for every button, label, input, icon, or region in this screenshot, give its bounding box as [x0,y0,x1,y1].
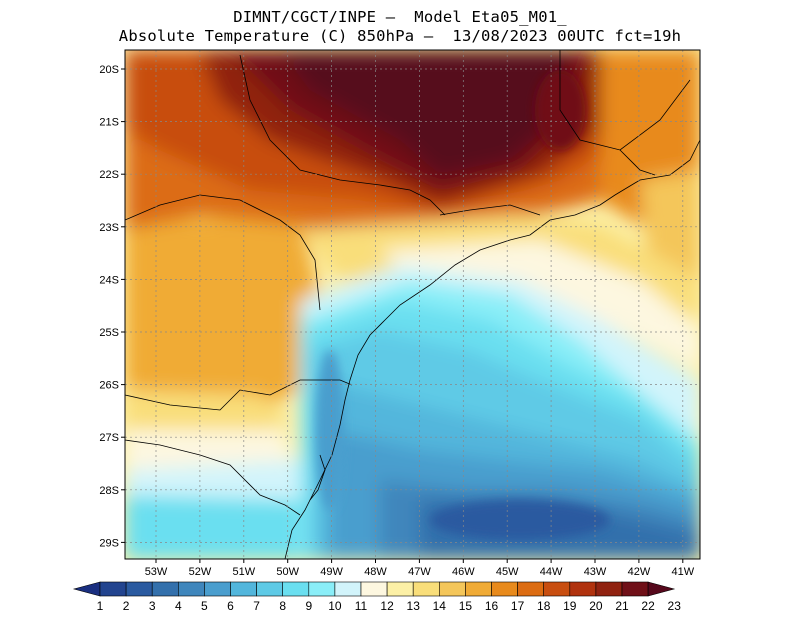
gridlines [125,50,700,559]
colorbar-label: 19 [563,599,577,613]
lon-label: 52W [189,566,212,578]
colorbar-label: 13 [407,599,421,613]
colorbar-swatch [438,581,466,597]
colorbar-label: 10 [328,599,342,613]
colorbar-label: 1 [97,599,104,613]
colorbar-label: 2 [123,599,130,613]
state-border-3 [125,439,301,516]
colorbar-label: 18 [537,599,551,613]
lat-label: 21S [99,117,119,129]
lon-label: 49W [320,566,343,578]
longitude-labels: 53W 52W 51W 50W 49W 48W 47W 46W 45W 44W 43W 42W 41W [145,559,695,578]
lat-label: 28S [99,485,119,497]
colorbar-swatch [308,581,336,597]
coastline-borders [125,50,700,559]
colorbar-label: 8 [279,599,286,613]
colorbar-swatch [595,581,623,597]
colorbar-swatch [204,581,231,597]
colorbar-label: 9 [305,599,312,613]
title-line-1: DIMNT/CGCT/INPE — Model Eta05_M01_ [233,8,567,26]
colorbar-swatch [543,581,571,597]
colorbar-label: 22 [641,599,655,613]
lon-label: 43W [584,566,607,578]
lat-label: 29S [99,537,119,549]
lat-label: 25S [99,327,119,339]
colorbar-label: 7 [253,599,260,613]
lat-label: 22S [99,169,119,181]
colorbar-label: 20 [589,599,603,613]
colorbar-label: 3 [149,599,156,613]
colorbar-swatch [621,581,649,597]
colorbar-swatch [465,581,492,597]
colorbar-swatch [282,581,310,597]
title-line-2: Absolute Temperature (C) 850hPa — 13/08/… [118,27,682,45]
colorbar-swatch [125,581,153,597]
colorbar-label: 4 [175,599,182,613]
colorbar-label: 16 [485,599,499,613]
colorbar-swatch [491,581,518,597]
colorbar-max-arrow [647,581,676,597]
lat-label: 23S [99,222,119,234]
coastline [284,139,700,559]
colorbar-label: 11 [355,599,368,613]
lon-label: 44W [540,566,563,578]
colorbar-label: 12 [380,599,394,613]
colorbar-swatch [412,581,440,597]
colorbar-swatch [517,581,544,597]
lon-label: 41W [671,566,694,578]
lon-label: 45W [496,566,519,578]
colorbar: 1 2 3 4 5 6 7 8 9 10 11 12 13 14 15 16 17 18 19 20 21 22 23 [72,581,682,613]
colorbar-label: 6 [227,599,234,613]
state-border-4 [239,54,446,216]
colorbar-label: 17 [511,599,525,613]
colorbar-swatch [334,581,362,597]
lon-label: 51W [232,566,255,578]
lat-label: 20S [99,64,119,76]
temperature-field [125,50,700,559]
lon-label: 46W [452,566,475,578]
state-border-6 [439,204,541,216]
colorbar-swatch [230,581,257,597]
lat-label: 26S [99,380,119,392]
lon-label: 53W [145,566,168,578]
colorbar-swatch [569,581,597,597]
state-border-5 [559,50,691,151]
state-border-7 [619,149,656,176]
lon-label: 48W [364,566,387,578]
latitude-labels: 20S 21S 22S 23S 24S 25S 26S 27S 28S 29S [99,64,125,549]
colorbar-label: 23 [668,599,682,613]
colorbar-swatch [99,581,127,597]
colorbar-swatch [151,581,179,597]
colorbar-label: 14 [433,599,447,613]
colorbar-swatch [386,581,414,597]
colorbar-min-arrow [72,581,101,597]
colorbar-label: 5 [201,599,208,613]
colorbar-label: 21 [615,599,629,613]
lat-label: 24S [99,274,119,286]
colorbar-label: 15 [459,599,473,613]
lat-label: 27S [99,432,119,444]
map-frame [124,49,701,560]
state-border-2 [125,379,353,411]
state-border-1 [125,194,321,311]
colorbar-swatch [360,581,388,597]
colorbar-swatch [256,581,284,597]
lon-label: 47W [408,566,431,578]
lagoon [309,454,326,501]
lon-label: 42W [628,566,651,578]
colorbar-swatch [178,581,205,597]
lon-label: 50W [276,566,299,578]
